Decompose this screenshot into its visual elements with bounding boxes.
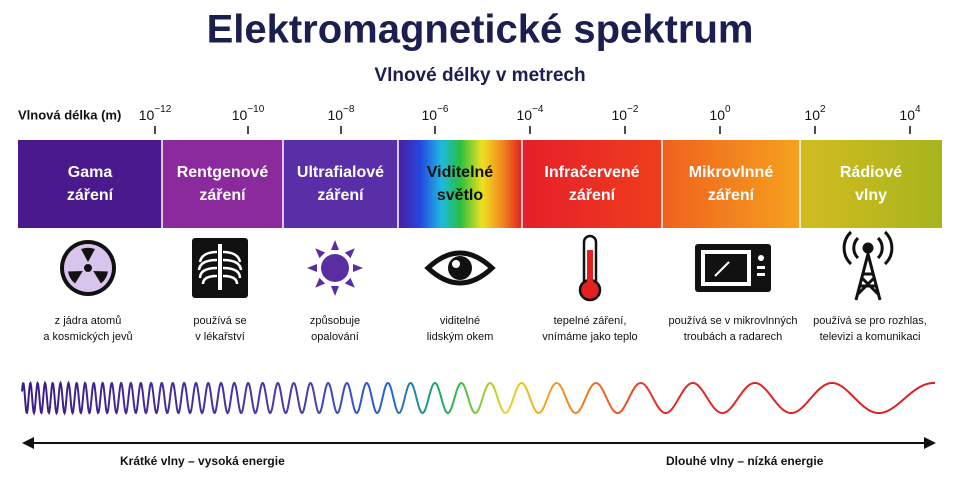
band-label: vlny — [855, 187, 887, 204]
icon-thermometer — [578, 234, 602, 302]
tick-base: 10 — [612, 107, 628, 123]
band-label: Ultrafialové — [297, 164, 384, 181]
band-label: záření — [199, 187, 246, 204]
left-label: Krátké vlny – vysoká energie — [120, 454, 285, 468]
band — [162, 140, 283, 228]
icon-sun — [307, 240, 363, 296]
band — [283, 140, 398, 228]
band-description: způsobuje — [310, 315, 360, 327]
tick-label: 10−12 — [139, 104, 172, 123]
band — [18, 140, 162, 228]
tick-base: 10 — [139, 107, 155, 123]
sun-ray — [307, 264, 317, 272]
icon-eye — [424, 250, 496, 286]
band-description: používá se v mikrovlnných — [669, 315, 798, 327]
band-description: televizi a komunikaci — [820, 331, 921, 343]
wave — [21, 380, 936, 416]
band-label: Gama — [68, 164, 113, 181]
tick-exp: 0 — [725, 104, 731, 115]
tick-base: 10 — [232, 107, 248, 123]
icon-xray — [192, 238, 248, 298]
tick-label: 10−6 — [422, 104, 449, 123]
tick-label: 10−8 — [328, 104, 355, 123]
band-label: Rentgenové — [177, 164, 269, 181]
right-label: Dlouhé vlny – nízká energie — [666, 454, 824, 468]
tick-exp: −6 — [437, 104, 449, 115]
tick-base: 10 — [804, 107, 820, 123]
band — [662, 140, 800, 228]
tick-base: 10 — [517, 107, 533, 123]
band-label: Rádiové — [840, 164, 902, 181]
sun-ray — [331, 286, 339, 296]
tick-label: 104 — [899, 104, 921, 123]
ticks: 10−12 10−10 10−8 10−6 10−4 10−2 100 102 104 — [139, 104, 921, 134]
band-description: troubách a radarech — [684, 331, 782, 343]
tick-label: 100 — [709, 104, 731, 123]
band-description: tepelné záření, — [554, 315, 627, 327]
band-label: záření — [317, 187, 364, 204]
tick-exp: −12 — [154, 104, 171, 115]
band-label: Infračervené — [544, 164, 639, 181]
band-label: Viditelné — [427, 164, 493, 181]
tick-exp: 2 — [820, 104, 826, 115]
sun-ray — [344, 248, 355, 259]
axis-label: Vlnová délka (m) — [18, 107, 121, 122]
band-label: záření — [708, 187, 755, 204]
title: Elektromagnetické spektrum — [207, 8, 754, 52]
tick-label: 10−10 — [232, 104, 265, 123]
band-label: světlo — [437, 187, 483, 204]
tick-exp: −8 — [343, 104, 355, 115]
band — [398, 140, 522, 228]
subtitle: Vlnové délky v metrech — [374, 65, 585, 86]
band-description: z jádra atomů — [55, 315, 122, 327]
sun-ray — [353, 264, 363, 272]
band-description: viditelné — [440, 315, 480, 327]
sun-ray — [344, 277, 355, 288]
tick-base: 10 — [328, 107, 344, 123]
tick-exp: −2 — [627, 104, 639, 115]
band-description: lidským okem — [427, 331, 494, 343]
band — [800, 140, 942, 228]
band-description: a kosmických jevů — [43, 331, 132, 343]
band-description: používá se pro rozhlas, — [813, 315, 927, 327]
band-description: používá se — [193, 315, 246, 327]
tick-exp: −10 — [247, 104, 264, 115]
sun-ray — [315, 277, 326, 288]
band-label: záření — [67, 187, 114, 204]
band-description: opalování — [311, 331, 359, 343]
icon-tower — [842, 230, 894, 301]
band — [522, 140, 662, 228]
band-description: vnímáme jako teplo — [542, 331, 637, 343]
icon-microwave — [695, 244, 771, 292]
tick-base: 10 — [899, 107, 915, 123]
tick-exp: 4 — [915, 104, 921, 115]
sun-ray — [315, 248, 326, 259]
tick-exp: −4 — [532, 104, 544, 115]
band-label: Mikrovlnné — [689, 164, 774, 181]
icon-radiation — [60, 240, 116, 296]
tick-base: 10 — [709, 107, 725, 123]
tick-base: 10 — [422, 107, 438, 123]
tick-label: 102 — [804, 104, 826, 123]
band-label: záření — [569, 187, 616, 204]
tick-label: 10−2 — [612, 104, 639, 123]
energy-arrow — [22, 437, 936, 449]
band-description: v lékařství — [195, 331, 245, 343]
tick-label: 10−4 — [517, 104, 544, 123]
sun-ray — [331, 240, 339, 250]
bands: Gama záření z jádra atomů a kosmických jevů… — [18, 140, 942, 343]
